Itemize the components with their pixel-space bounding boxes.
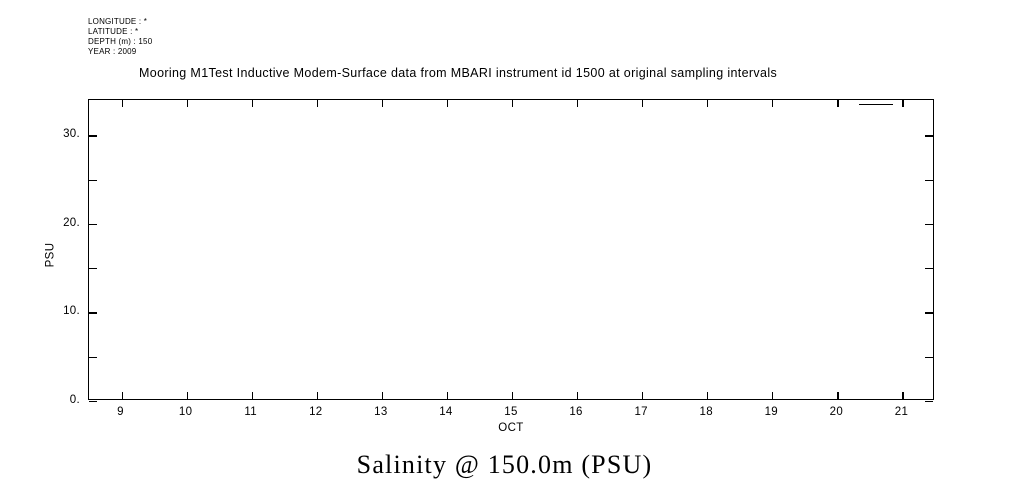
x-axis-tick-label: 15 (504, 406, 518, 418)
y-axis-tick-label: 20. (63, 216, 80, 229)
x-axis-tick (381, 392, 384, 399)
x-axis-tick (512, 392, 514, 399)
x-axis-tick-top (251, 100, 253, 107)
metadata-block: LONGITUDE : * LATITUDE : * DEPTH (m) : 1… (88, 17, 152, 57)
x-axis-tick-label: 12 (309, 406, 323, 418)
y-axis-tick-label: 10. (63, 305, 80, 318)
chart-caption: Salinity @ 150.0m (PSU) (356, 450, 653, 479)
plot-inner (89, 100, 933, 403)
x-axis-tick (251, 392, 253, 399)
x-axis-tick (837, 392, 839, 399)
x-axis-tick-top (316, 100, 318, 107)
x-axis-tick (772, 392, 774, 399)
x-axis-tick-label: 17 (634, 406, 648, 418)
x-axis-tick-label: 20 (829, 406, 844, 418)
x-axis-tick (707, 392, 709, 399)
x-axis-tick-label: 16 (569, 406, 583, 418)
y-axis-minor-tick-right (925, 356, 933, 358)
y-axis-minor-tick (89, 356, 97, 358)
y-axis-tick-right (925, 223, 933, 226)
x-axis-tick-label: 10 (178, 406, 193, 418)
y-axis-tick-label: 30. (63, 128, 80, 141)
x-axis-tick (902, 392, 904, 399)
chart-title: Mooring M1Test Inductive Modem-Surface d… (139, 66, 778, 80)
x-axis-tick-top (772, 100, 774, 107)
x-axis-tick (186, 392, 188, 399)
x-axis-tick-label: 9 (117, 406, 124, 418)
x-axis-tick-top (707, 100, 709, 107)
x-axis-tick (121, 392, 123, 399)
metadata-latitude: LATITUDE : * (88, 27, 139, 36)
y-axis-minor-tick (89, 268, 97, 270)
x-axis-tick (577, 392, 579, 399)
y-axis-minor-tick-right (925, 268, 933, 270)
y-axis-tick (89, 223, 97, 226)
x-axis-tick (316, 392, 318, 399)
x-axis-tick-top (381, 100, 384, 107)
y-axis-tick-right (925, 401, 933, 403)
x-axis-tick-top (512, 100, 514, 107)
y-axis-tick-right (925, 135, 933, 137)
y-axis-label: PSU (44, 242, 57, 268)
x-axis-label: OCT (498, 422, 524, 434)
x-axis-tick-label: 18 (699, 406, 713, 418)
y-axis-tick-label: 0. (69, 394, 80, 406)
x-axis-tick-label: 11 (244, 406, 257, 418)
x-axis-tick (642, 392, 644, 399)
x-axis-tick-top (902, 100, 904, 107)
x-axis-tick-label: 19 (764, 406, 778, 418)
x-axis-tick-label: 21 (894, 406, 909, 418)
x-axis-tick-top (121, 100, 123, 107)
x-axis-tick-top (577, 100, 579, 107)
plot-area (88, 99, 934, 403)
x-axis-tick-label: 13 (374, 406, 388, 418)
y-axis-tick (89, 401, 97, 403)
y-axis-tick (89, 135, 97, 137)
metadata-year: YEAR : 2009 (88, 47, 137, 56)
data-series-segment (858, 103, 893, 106)
y-axis-tick-right (925, 312, 933, 314)
y-axis-minor-tick (89, 179, 97, 181)
x-axis-tick-top (837, 100, 839, 107)
y-axis-tick (89, 312, 97, 314)
metadata-longitude: LONGITUDE : * (88, 17, 148, 26)
y-axis-minor-tick-right (925, 179, 933, 181)
x-axis-tick-top (186, 100, 188, 107)
x-axis-tick-top (446, 100, 449, 107)
metadata-depth: DEPTH (m) : 150 (88, 37, 153, 46)
x-axis-tick (446, 392, 449, 399)
x-axis-tick-top (642, 100, 644, 107)
x-axis-tick-label: 14 (439, 406, 453, 418)
